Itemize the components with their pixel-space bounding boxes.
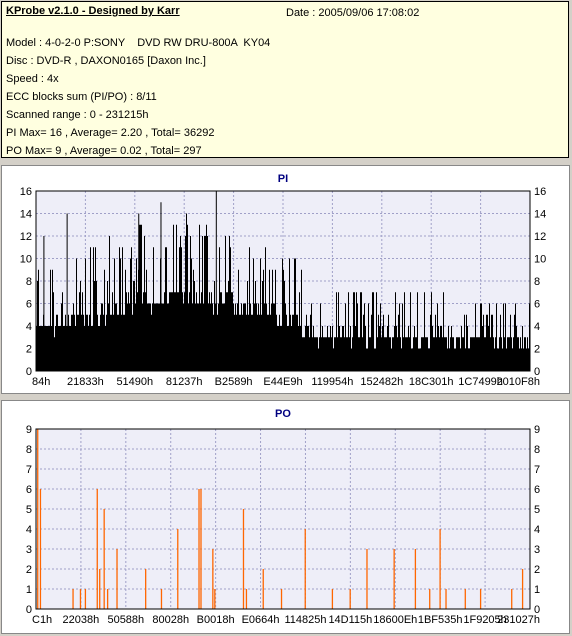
y-tick-label-left: 2 bbox=[26, 344, 32, 356]
po-chart: PO 0 0 1 1 2 2 3 3 4 4 5 5 6 6 7 7 8 8 9 9 C1h 22038h 50588h 800… bbox=[26, 408, 540, 626]
y-tick-label-left: 7 bbox=[26, 464, 32, 476]
disc-line: Disc : DVD-R , DAXON0165 [Daxon Inc.] bbox=[6, 55, 206, 67]
y-tick-label-left: 9 bbox=[26, 424, 32, 436]
x-tick-label: 119954h bbox=[311, 376, 353, 388]
y-tick-label-right: 10 bbox=[534, 254, 546, 266]
y-tick-label-right: 12 bbox=[534, 231, 546, 243]
y-tick-label-right: 2 bbox=[534, 344, 540, 356]
scan-date: Date : 2005/09/06 17:08:02 bbox=[286, 7, 420, 19]
po-bars bbox=[37, 429, 524, 609]
y-tick-label-right: 14 bbox=[534, 209, 546, 221]
y-tick-label-right: 4 bbox=[534, 524, 540, 536]
x-tick-label: 50588h bbox=[107, 614, 144, 626]
chart-title: PI bbox=[278, 173, 288, 185]
y-tick-label-left: 0 bbox=[26, 366, 32, 378]
y-tick-label-left: 6 bbox=[26, 484, 32, 496]
pi-chart-panel: PI 0 0 2 2 4 4 6 6 8 8 10 10 12 12 14 14 16 16 84h 21833h 514… bbox=[1, 165, 570, 394]
speed-line: Speed : 4x bbox=[6, 73, 59, 85]
y-tick-label-left: 8 bbox=[26, 276, 32, 288]
plot-frame bbox=[35, 428, 531, 610]
y-tick-label-right: 8 bbox=[534, 444, 540, 456]
x-tick-label: 14D115h bbox=[328, 614, 372, 626]
scanned-range-line: Scanned range : 0 - 231215h bbox=[6, 109, 149, 121]
y-tick-label-right: 16 bbox=[534, 186, 546, 198]
y-tick-label-left: 14 bbox=[20, 209, 32, 221]
y-tick-label-right: 6 bbox=[534, 484, 540, 496]
x-tick-label: 152482h bbox=[360, 376, 403, 388]
y-tick-label-right: 9 bbox=[534, 424, 540, 436]
y-tick-label-left: 3 bbox=[26, 544, 32, 556]
x-tick-label: 51490h bbox=[116, 376, 153, 388]
plot-area bbox=[35, 428, 531, 610]
y-tick-label-left: 2 bbox=[26, 564, 32, 576]
plot-frame bbox=[35, 190, 531, 372]
x-tick-label: B2589h bbox=[215, 376, 253, 388]
y-tick-label-left: 10 bbox=[20, 254, 32, 266]
x-tick-label: 231027h bbox=[497, 614, 540, 626]
x-tick-label: 1C7499h bbox=[458, 376, 503, 388]
y-tick-label-left: 16 bbox=[20, 186, 32, 198]
y-tick-label-right: 3 bbox=[534, 544, 540, 556]
x-tick-label: 81237h bbox=[166, 376, 203, 388]
y-tick-label-right: 4 bbox=[534, 321, 540, 333]
x-tick-label: 22038h bbox=[63, 614, 100, 626]
y-tick-label-left: 12 bbox=[20, 231, 32, 243]
x-tick-label: 18600Eh bbox=[373, 614, 417, 626]
y-tick-label-right: 5 bbox=[534, 504, 540, 516]
x-tick-label: 1BF535h bbox=[418, 614, 463, 626]
y-tick-label-left: 8 bbox=[26, 444, 32, 456]
x-tick-label: 18C301h bbox=[409, 376, 454, 388]
x-tick-label: 80028h bbox=[152, 614, 189, 626]
y-tick-label-left: 4 bbox=[26, 524, 32, 536]
y-tick-label-left: 4 bbox=[26, 321, 32, 333]
y-tick-label-right: 1 bbox=[534, 584, 540, 596]
x-tick-label: E44E9h bbox=[263, 376, 302, 388]
x-tick-label: 84h bbox=[32, 376, 50, 388]
x-tick-label: C1h bbox=[32, 614, 52, 626]
model-line: Model : 4-0-2-0 P:SONY DVD RW DRU-800A K… bbox=[6, 37, 271, 49]
po-chart-panel: PO 0 0 1 1 2 2 3 3 4 4 5 5 6 6 7 7 8 8 9 9 C1h 22038h 50588h 800… bbox=[1, 400, 570, 634]
y-tick-label-left: 6 bbox=[26, 299, 32, 311]
y-tick-label-right: 7 bbox=[534, 464, 540, 476]
y-tick-label-right: 8 bbox=[534, 276, 540, 288]
pi-chart: PI 0 0 2 2 4 4 6 6 8 8 10 10 12 12 14 14 16 16 84h 21833h 514… bbox=[20, 173, 547, 388]
x-tick-label: 114825h bbox=[284, 614, 326, 626]
x-tick-label: 1F9205h bbox=[463, 614, 506, 626]
x-tick-label: E0664h bbox=[242, 614, 280, 626]
po-summary-line: PO Max= 9 , Average= 0.02 , Total= 297 bbox=[6, 145, 202, 157]
x-tick-label: B0018h bbox=[197, 614, 235, 626]
y-tick-label-right: 2 bbox=[534, 564, 540, 576]
x-tick-label: 21833h bbox=[67, 376, 104, 388]
y-tick-label-left: 1 bbox=[26, 584, 32, 596]
pi-summary-line: PI Max= 16 , Average= 2.20 , Total= 3629… bbox=[6, 127, 215, 139]
y-tick-label-right: 0 bbox=[534, 366, 540, 378]
x-tick-label: 2010F8h bbox=[497, 376, 540, 388]
ecc-blocks-line: ECC blocks sum (PI/PO) : 8/11 bbox=[6, 91, 157, 103]
y-tick-label-left: 0 bbox=[26, 604, 32, 616]
scan-info-panel: KProbe v2.1.0 - Designed by Karr Date : … bbox=[1, 1, 569, 158]
y-tick-label-right: 6 bbox=[534, 299, 540, 311]
y-tick-label-left: 5 bbox=[26, 504, 32, 516]
chart-title: PO bbox=[275, 408, 291, 420]
y-tick-label-right: 0 bbox=[534, 604, 540, 616]
pi-bars bbox=[36, 191, 530, 371]
app-title: KProbe v2.1.0 - Designed by Karr bbox=[6, 5, 180, 17]
